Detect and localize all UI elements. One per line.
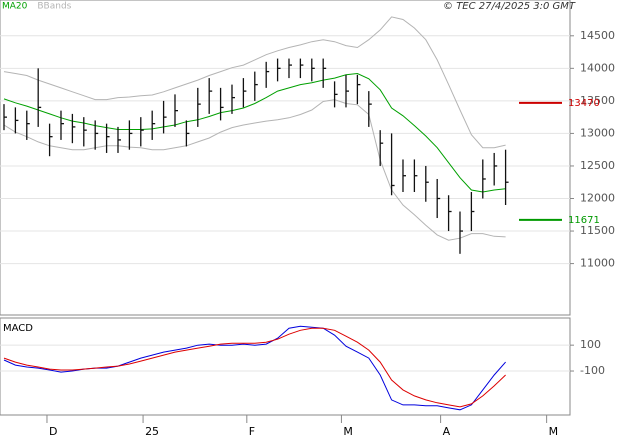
y-tick-label: 14000 <box>580 61 615 74</box>
series-line <box>3 327 506 408</box>
y-tick-label: 100 <box>580 338 601 351</box>
series-line <box>3 99 506 241</box>
y-tick-label: 12000 <box>580 192 615 205</box>
series-line <box>3 16 506 149</box>
level-label: 11671 <box>568 215 600 226</box>
legend-entry: BBands <box>37 2 71 12</box>
level-label: 13470 <box>568 98 600 109</box>
series-line <box>3 72 506 193</box>
y-tick-label: -100 <box>580 364 605 377</box>
macd-title: MACD <box>3 323 33 334</box>
y-tick-label: 13000 <box>580 126 615 139</box>
x-tick-label: M <box>549 425 559 438</box>
y-tick-label: 12500 <box>580 159 615 172</box>
x-tick-label: F <box>249 425 255 438</box>
y-tick-label: 11000 <box>580 257 615 270</box>
x-tick-label: 25 <box>145 425 159 438</box>
legend-entry: MA20 <box>2 2 28 12</box>
plot-frame <box>0 0 571 316</box>
y-tick-label: 11500 <box>580 224 615 237</box>
y-tick-label: 13500 <box>580 94 615 107</box>
plot-frame <box>0 317 571 416</box>
x-tick-label: M <box>343 425 353 438</box>
x-tick-label: D <box>49 425 57 438</box>
x-tick-label: A <box>443 425 451 438</box>
copyright: © TEC 27/4/2025 3:0 GMT <box>443 1 576 12</box>
y-tick-label: 14500 <box>580 29 615 42</box>
